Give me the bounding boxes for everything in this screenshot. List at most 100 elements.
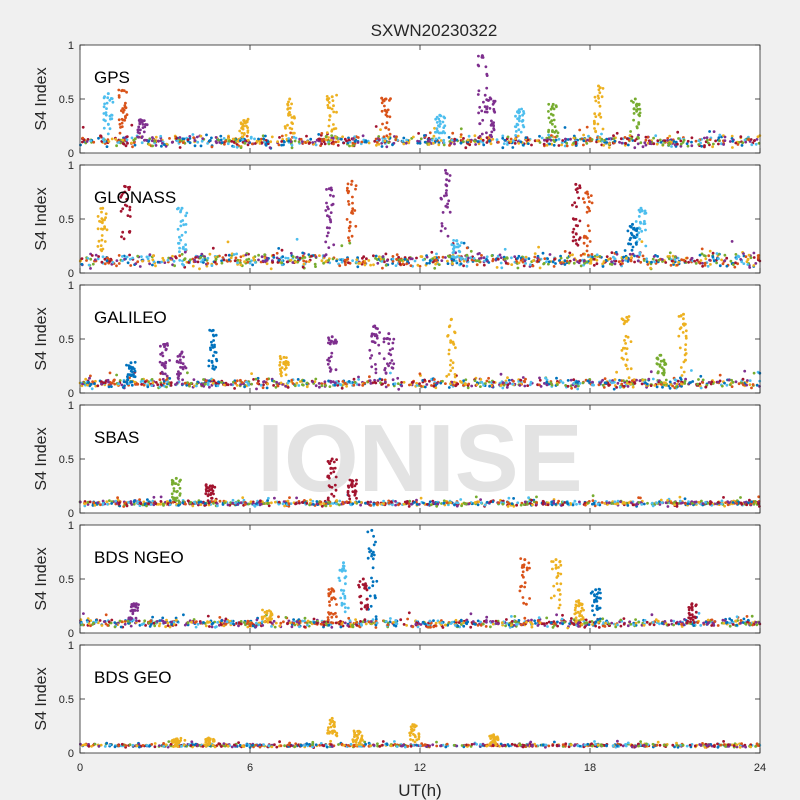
s4-point	[347, 236, 350, 240]
s4-point	[483, 259, 486, 263]
s4-point	[520, 107, 523, 111]
s4-point	[453, 375, 457, 379]
s4-point	[330, 485, 334, 489]
s4-point	[233, 501, 237, 505]
s4-point	[510, 615, 513, 618]
s4-point	[111, 261, 115, 264]
s4-point	[346, 186, 349, 190]
s4-point	[89, 374, 92, 378]
s4-point	[672, 619, 676, 623]
s4-point	[546, 625, 549, 628]
s4-point	[222, 258, 226, 262]
s4-point	[464, 378, 468, 382]
s4-point	[387, 501, 391, 505]
s4-point	[510, 502, 514, 505]
s4-point	[545, 143, 549, 147]
s4-point	[91, 380, 94, 384]
s4-point	[150, 139, 154, 143]
s4-point	[99, 503, 102, 507]
s4-point	[263, 253, 267, 257]
s4-point	[339, 383, 343, 387]
s4-point	[575, 502, 578, 506]
s4-point	[125, 113, 129, 117]
s4-point	[281, 502, 285, 506]
s4-point	[630, 379, 634, 383]
s4-point	[646, 501, 649, 505]
s4-point	[329, 380, 333, 384]
s4-point	[370, 332, 374, 336]
s4-point	[688, 381, 692, 384]
s4-point	[329, 211, 333, 215]
s4-point	[637, 501, 641, 504]
s4-point	[245, 258, 249, 262]
s4-point	[415, 503, 419, 506]
s4-point	[385, 121, 389, 125]
s4-point	[277, 247, 281, 250]
s4-point	[306, 140, 310, 143]
s4-point	[479, 378, 483, 381]
s4-point	[313, 262, 317, 266]
s4-point	[331, 140, 335, 144]
s4-point	[690, 144, 694, 148]
s4-point	[447, 386, 451, 389]
s4-point	[215, 141, 219, 145]
s4-point	[505, 381, 508, 385]
s4-point	[474, 143, 477, 146]
s4-point	[373, 380, 377, 384]
s4-point	[636, 142, 640, 146]
s4-point	[627, 315, 631, 318]
s4-point	[705, 136, 709, 140]
s4-point	[638, 114, 641, 118]
s4-point	[185, 383, 189, 387]
s4-point	[110, 502, 113, 505]
panel-title: SBAS	[94, 428, 139, 447]
s4-point	[477, 64, 481, 68]
s4-point	[266, 382, 270, 386]
s4-point	[103, 257, 107, 261]
s4-point	[720, 384, 724, 388]
s4-point	[110, 117, 114, 121]
s4-point	[242, 498, 246, 502]
s4-point	[391, 262, 394, 265]
s4-point	[324, 138, 328, 142]
s4-point	[752, 371, 756, 375]
s4-point	[382, 499, 385, 503]
s4-point	[158, 378, 162, 382]
s4-point	[595, 253, 599, 257]
s4-point	[736, 254, 740, 258]
s4-point	[490, 119, 493, 123]
s4-point	[180, 252, 184, 256]
s4-point	[633, 382, 637, 385]
s4-point	[127, 364, 131, 367]
s4-point	[632, 226, 636, 230]
s4-point	[206, 142, 210, 145]
s4-point	[179, 372, 182, 375]
s4-point	[217, 138, 221, 142]
s4-point	[239, 146, 243, 150]
s4-point	[353, 493, 357, 497]
s4-point	[329, 370, 332, 373]
s4-point	[682, 322, 686, 326]
s4-point	[561, 381, 565, 385]
s4-point	[105, 228, 109, 232]
s4-point	[415, 384, 419, 387]
s4-point	[498, 253, 502, 257]
s4-point	[156, 260, 160, 264]
s4-point	[360, 140, 364, 144]
s4-point	[256, 381, 259, 385]
s4-point	[130, 503, 134, 506]
s4-point	[140, 383, 144, 386]
s4-point	[246, 143, 250, 147]
s4-point	[90, 254, 94, 257]
s4-point	[469, 256, 473, 259]
s4-point	[586, 138, 589, 142]
s4-point	[236, 259, 240, 262]
s4-point	[280, 374, 283, 378]
s4-point	[615, 131, 619, 135]
s4-point	[144, 380, 147, 384]
s4-point	[700, 499, 703, 503]
s4-point	[184, 243, 188, 247]
s4-point	[529, 263, 532, 267]
s4-point	[93, 382, 96, 386]
s4-point	[578, 500, 581, 504]
